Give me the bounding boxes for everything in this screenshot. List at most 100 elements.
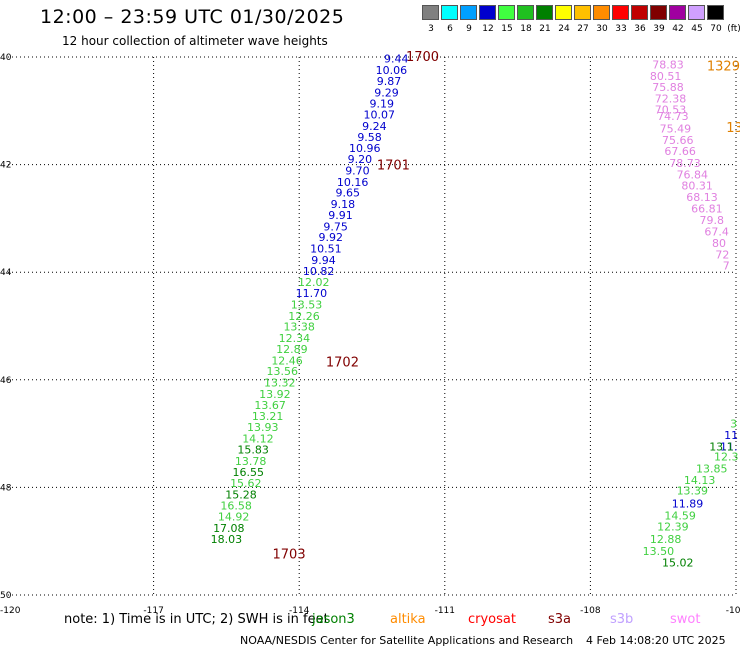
wave-height-value: 74.73 — [657, 110, 689, 123]
wave-height-value: 12.26 — [288, 310, 320, 323]
wave-height-value: 9.65 — [335, 187, 360, 200]
wave-height-value: 13.39 — [677, 485, 709, 498]
lat-tick-label: 40 — [0, 53, 12, 63]
map-grid — [8, 56, 737, 596]
wave-height-value: 11.89 — [672, 498, 704, 511]
wave-height-value: 11 — [724, 429, 738, 442]
wave-height-value: 72.38 — [655, 92, 687, 105]
wave-height-value: 9.75 — [323, 220, 348, 233]
wave-height-value: 9.91 — [328, 209, 353, 222]
legend-label-3: 3 — [428, 24, 434, 34]
wave-height-value: 10.16 — [337, 176, 369, 189]
wave-height-value: 14.92 — [218, 510, 250, 523]
legend-label-33: 33 — [615, 24, 627, 34]
legend-swatch-27 — [574, 5, 591, 20]
legend-label-24: 24 — [558, 24, 570, 34]
pass-time-label: 1701 — [377, 159, 410, 174]
wave-height-value: 12.46 — [271, 354, 303, 367]
wave-height-value: 67.66 — [664, 145, 696, 158]
wave-height-value: 9.24 — [362, 120, 387, 133]
footer-credit: NOAA/NESDIS Center for Satellite Applica… — [240, 634, 574, 647]
satellite-legend-s3b: s3b — [610, 612, 634, 627]
map-title: 12:00 – 23:59 UTC 01/30/2025 — [40, 6, 345, 28]
lat-tick-label: 48 — [0, 483, 12, 493]
legend-swatch-36 — [631, 5, 648, 20]
legend-swatch-18 — [517, 5, 534, 20]
satellite-pass-swot: 78.8380.5175.8872.3870.5374.7375.4975.66… — [650, 59, 730, 273]
lat-tick-label: 44 — [0, 268, 12, 278]
satellite-legend-cryosat: cryosat — [468, 612, 516, 627]
wave-height-value: 13.78 — [235, 455, 267, 468]
satellite-pass-jason3: 15.02 13.1 — [662, 441, 734, 570]
legend-swatch-33 — [612, 5, 629, 20]
wave-height-value: 68.13 — [686, 191, 718, 204]
wave-height-value: 12.3 — [714, 451, 739, 464]
wave-height-value: 79.8 — [699, 214, 724, 227]
wave-height-value: 18.03 — [211, 533, 243, 546]
wave-height-value: 67.4 — [704, 225, 729, 238]
wave-height-value: 9.92 — [318, 231, 343, 244]
lon-tick-label: -108 — [580, 606, 601, 616]
wave-height-value: 10.51 — [310, 243, 342, 256]
satellite-legend-s3a: s3a — [548, 612, 572, 627]
wave-height-value: 13.92 — [259, 388, 291, 401]
wave-height-value: 9.87 — [377, 75, 402, 88]
legend-label-27: 27 — [577, 24, 589, 34]
legend-swatch-21 — [536, 5, 553, 20]
legend-swatch-12 — [479, 5, 496, 20]
wave-height-value: 12.34 — [279, 332, 311, 345]
pass-time-label: 1703 — [273, 548, 306, 563]
wave-height-value: 15.83 — [237, 444, 269, 457]
wave-height-value: 78.73 — [669, 157, 701, 170]
wave-height-value: 17.08 — [213, 522, 245, 535]
wave-height-value: 14.13 — [684, 474, 716, 487]
note-text: note: 1) Time is in UTC; 2) SWH is in fe… — [64, 612, 329, 627]
wave-height-value: 13.93 — [247, 421, 279, 434]
legend-label-45: 45 — [691, 24, 703, 34]
wave-height-value: 3 — [730, 417, 737, 430]
legend-label-30: 30 — [596, 24, 608, 34]
wave-height-value: 75.66 — [662, 134, 694, 147]
wave-height-value: 9.18 — [331, 198, 356, 211]
wave-height-value: 12.89 — [276, 343, 308, 356]
satellite-pass-jason3: 9.4410.069.879.299.1910.079.249.5810.969… — [296, 53, 409, 301]
satellite-legend-swot: swot — [670, 612, 701, 627]
wave-height-value: 80 — [712, 237, 726, 250]
pass-time-label: 132 — [726, 121, 740, 136]
wave-height-value: 15.28 — [225, 488, 257, 501]
legend-label-6: 6 — [447, 24, 453, 34]
wave-height-value: 13.50 — [643, 545, 675, 558]
wave-height-value: 72 — [715, 248, 729, 261]
wave-height-value: 13.56 — [266, 365, 298, 378]
wave-height-value: 15.62 — [230, 477, 262, 490]
legend-label-36: 36 — [634, 24, 646, 34]
wave-height-value: 10.96 — [349, 142, 381, 155]
satellite-legend-jason3: jason3 — [312, 612, 355, 627]
wave-height-value: 9.58 — [357, 131, 382, 144]
lat-tick-label: 50 — [0, 591, 12, 601]
wave-height-value: 13.32 — [264, 376, 296, 389]
pass-time-label: 1700 — [406, 50, 439, 65]
pass-time-label: 1329 — [707, 60, 740, 75]
wave-height-value: 11. — [720, 441, 738, 454]
satellite-pass-jason3: 12.02 13.5312.2613.3812.3412.8912.4613.56… — [218, 276, 330, 524]
wave-height-value: 10.82 — [303, 265, 335, 278]
legend-swatch-15 — [498, 5, 515, 20]
wave-height-value: 76.84 — [677, 168, 709, 181]
wave-height-value: 80.51 — [650, 70, 682, 83]
legend-swatch-3 — [422, 5, 439, 20]
wave-height-value: 13.38 — [283, 321, 315, 334]
legend-swatch-6 — [441, 5, 458, 20]
wave-height-value: 12.39 — [657, 521, 689, 534]
wave-height-value: 11.70 — [296, 287, 328, 300]
wave-height-value: 16.58 — [220, 500, 252, 513]
wave-height-value: 12.02 — [298, 276, 330, 289]
legend-label-70: 70 — [710, 24, 722, 34]
wave-height-value: 66.81 — [691, 203, 723, 216]
legend-label-21: 21 — [539, 24, 551, 34]
wave-height-value: 10.06 — [376, 64, 408, 77]
